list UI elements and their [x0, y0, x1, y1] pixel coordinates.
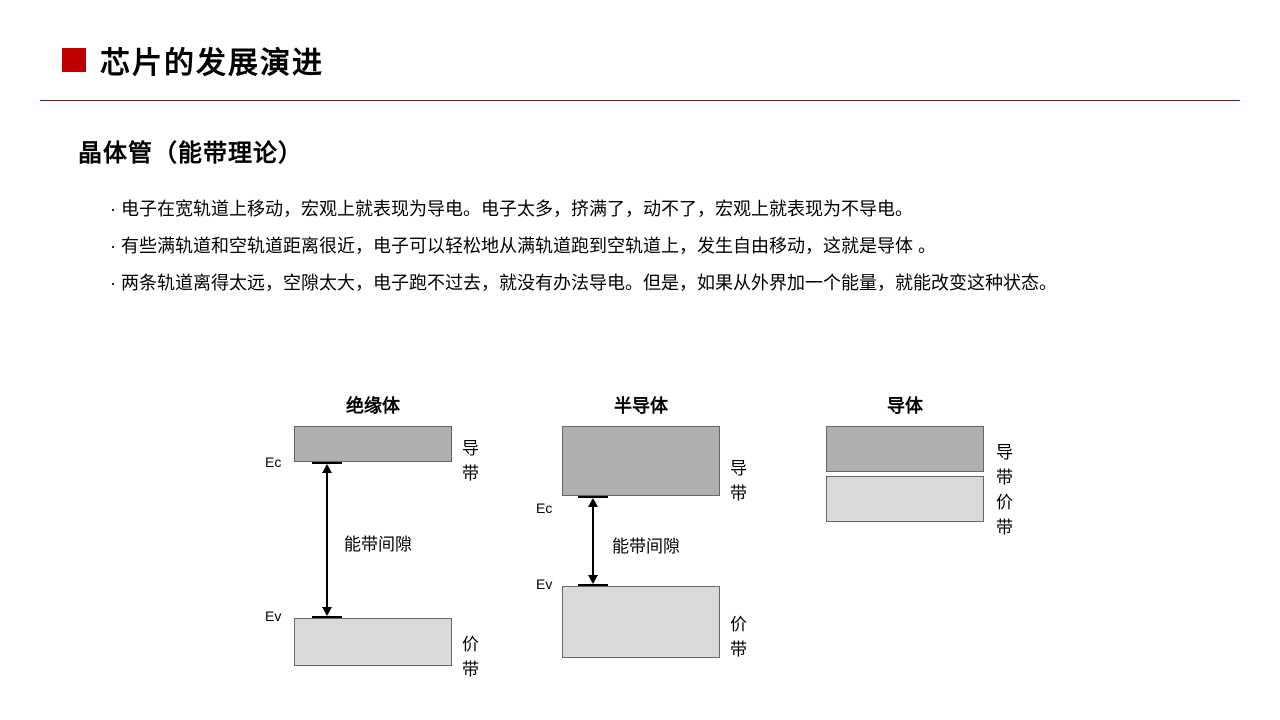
bullet-item: · 两条轨道离得太远，空隙太大，电子跑不过去，就没有办法导电。但是，如果从外界加… [110, 266, 1130, 301]
band-gap-label: 能带间隙 [344, 530, 412, 555]
band-gap-label: 能带间隙 [612, 532, 680, 557]
valence-band [562, 586, 720, 658]
valence-label: 价带 [730, 610, 747, 660]
diagram-column: 绝缘体导带价带EcEv能带间隙 [260, 392, 453, 430]
page-header: 芯片的发展演进 [0, 0, 1280, 82]
ec-label: Ec [536, 500, 552, 516]
bullet-item: · 电子在宽轨道上移动，宏观上就表现为导电。电子太多，挤满了，动不了，宏观上就表… [110, 192, 1130, 227]
diagram-column: 半导体导带价带EcEv能带间隙 [550, 392, 721, 430]
gap-arrow-up-icon [322, 464, 332, 473]
valence-band [826, 476, 984, 522]
column-title: 绝缘体 [293, 392, 453, 418]
gap-arrow-line [326, 472, 328, 608]
ev-label: Ev [265, 608, 281, 624]
conduction-band [294, 426, 452, 462]
column-title: 导体 [825, 392, 985, 418]
conduction-label: 导带 [996, 438, 1013, 488]
column-title: 半导体 [561, 392, 721, 418]
ev-label: Ev [536, 576, 552, 592]
valence-band [294, 618, 452, 666]
conduction-label: 导带 [462, 434, 479, 484]
valence-label: 价带 [996, 488, 1013, 538]
conduction-label: 导带 [730, 454, 747, 504]
page-title: 芯片的发展演进 [100, 38, 324, 82]
conduction-band [826, 426, 984, 472]
ev-tick [312, 616, 342, 618]
header-divider [40, 100, 1240, 101]
ec-label: Ec [265, 454, 281, 470]
title-marker [62, 48, 86, 72]
bullet-list: · 电子在宽轨道上移动，宏观上就表现为导电。电子太多，挤满了，动不了，宏观上就表… [110, 192, 1130, 301]
gap-arrow-down-icon [322, 607, 332, 616]
section-subtitle: 晶体管（能带理论） [78, 133, 1280, 168]
gap-arrow-line [592, 506, 594, 576]
ev-tick [578, 584, 608, 586]
valence-label: 价带 [462, 630, 479, 680]
gap-arrow-down-icon [588, 575, 598, 584]
bullet-item: · 有些满轨道和空轨道距离很近，电子可以轻松地从满轨道跑到空轨道上，发生自由移动… [110, 229, 1130, 264]
diagram-column: 导体导带价带 [820, 392, 985, 430]
gap-arrow-up-icon [588, 498, 598, 507]
conduction-band [562, 426, 720, 496]
